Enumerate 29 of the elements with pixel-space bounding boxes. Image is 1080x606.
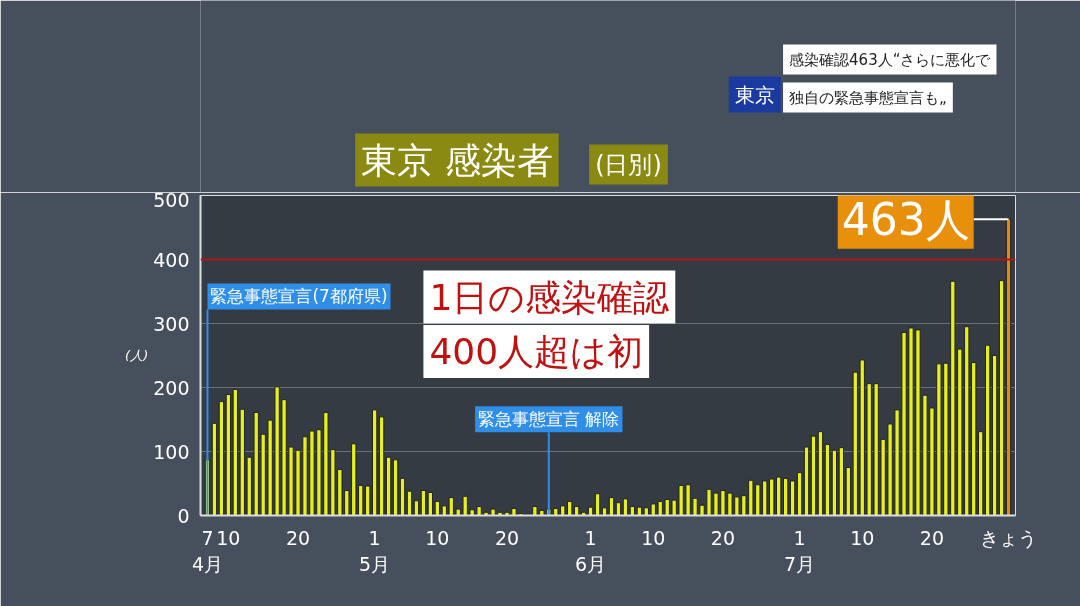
annotation: 1日の感染確認	[429, 276, 670, 318]
y-tick-label: 0	[177, 504, 190, 527]
annotation: 400人超は初	[429, 330, 644, 372]
x-tick-label: 20	[285, 526, 311, 549]
x-tick-label: きょう	[980, 526, 1038, 549]
x-tick-label: 10	[425, 526, 450, 549]
annotation: 463人	[841, 193, 970, 245]
chart-subtitle: (日別)	[595, 150, 662, 179]
x-tick-label: 20	[710, 526, 736, 549]
x-tick-label: 1 5月	[359, 526, 391, 575]
y-tick-label: 200	[153, 376, 190, 399]
x-tick-label: 1 6月	[575, 526, 607, 575]
y-axis-title: (人)	[125, 348, 149, 363]
x-tick-label: 20	[494, 526, 520, 549]
y-tick-label: 300	[153, 312, 190, 335]
ref-line-label: 緊急事態宣言 解除	[478, 409, 620, 430]
y-tick-label: 500	[153, 188, 190, 211]
x-tick-label: 20	[919, 526, 945, 549]
x-tick-label: 1 7月	[784, 526, 816, 575]
x-tick-label: 10	[216, 526, 241, 549]
x-tick-label: 10	[641, 526, 666, 549]
text: 感染確認463人“さらに悪化で	[789, 50, 992, 69]
text: 東京	[734, 82, 775, 107]
x-tick-label: 10	[850, 526, 875, 549]
ref-line-label: 緊急事態宣言(7都府県)	[210, 286, 388, 307]
text: 独自の緊急事態宣言も„	[789, 88, 947, 107]
y-tick-label: 100	[153, 440, 190, 463]
chart-title: 東京 感染者	[361, 139, 553, 181]
y-tick-label: 400	[153, 248, 190, 271]
